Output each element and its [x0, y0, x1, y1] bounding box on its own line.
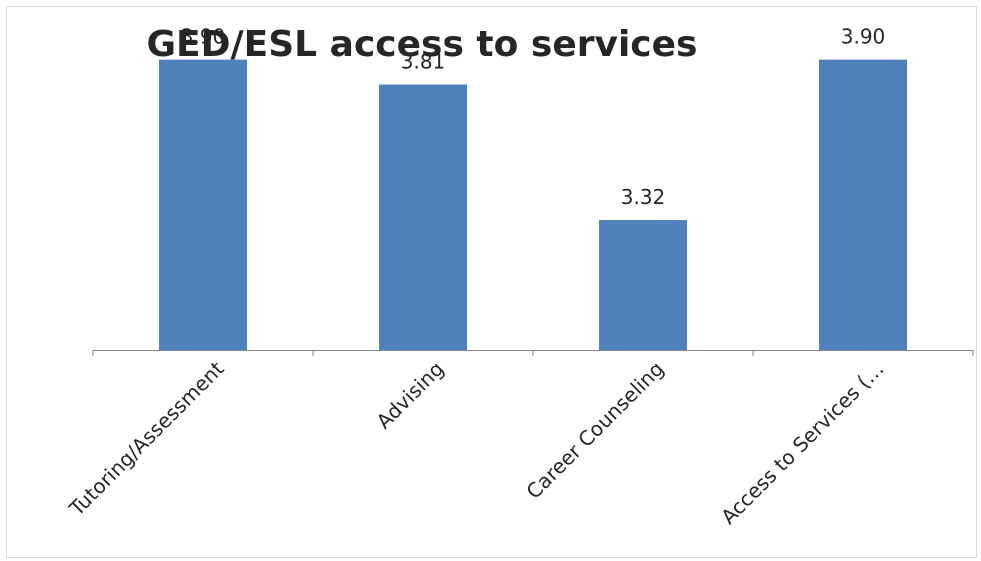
x-axis-tick-labels: Tutoring/Assessment Advising Career Counse… — [64, 356, 889, 528]
data-label-2: 3.81 — [401, 50, 446, 74]
bar-3 — [599, 220, 687, 350]
data-labels: 3.90 3.81 3.32 3.90 — [181, 25, 886, 209]
x-tick-label-4: Access to Services (… — [716, 357, 888, 529]
bars — [159, 59, 907, 351]
x-tick-label-1: Tutoring/Assessment — [64, 356, 229, 521]
data-label-4: 3.90 — [841, 25, 886, 49]
x-axis — [92, 350, 974, 356]
bar-1 — [159, 59, 247, 351]
data-label-1: 3.90 — [181, 25, 226, 49]
chart-title: GED/ESL access to services — [146, 24, 697, 65]
x-tick-label-3: Career Counseling — [521, 357, 668, 504]
x-tick-label-2: Advising — [372, 357, 449, 434]
bar-2 — [379, 84, 467, 351]
bar-4 — [819, 59, 907, 351]
data-label-3: 3.32 — [621, 185, 666, 209]
